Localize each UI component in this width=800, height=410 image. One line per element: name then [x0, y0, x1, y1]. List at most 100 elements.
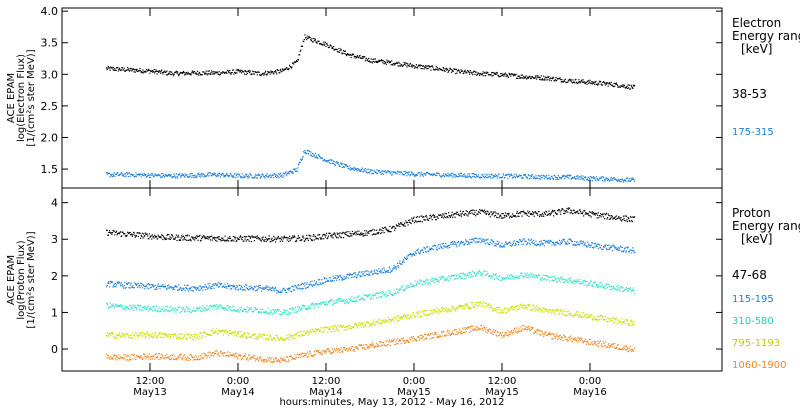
data-point — [532, 273, 534, 275]
data-point — [273, 290, 275, 292]
data-point — [513, 174, 515, 176]
data-point — [309, 37, 311, 39]
data-point — [347, 277, 349, 279]
data-point — [303, 41, 305, 43]
data-point — [422, 216, 424, 218]
data-point — [371, 234, 373, 236]
data-point — [631, 179, 633, 181]
data-point — [133, 174, 135, 176]
data-point — [422, 65, 424, 67]
data-point — [167, 335, 169, 337]
data-point — [283, 235, 285, 237]
data-point — [118, 281, 121, 283]
data-point — [501, 213, 503, 215]
data-point — [457, 176, 459, 178]
data-point — [242, 334, 244, 336]
data-point — [340, 300, 342, 302]
data-point — [346, 329, 348, 331]
data-point — [597, 214, 599, 216]
data-point — [264, 177, 266, 179]
data-point — [480, 242, 482, 244]
data-point — [209, 283, 211, 285]
data-point — [166, 333, 168, 336]
data-point — [602, 81, 604, 83]
data-point — [242, 289, 244, 291]
data-point — [136, 68, 138, 71]
data-point — [615, 218, 617, 221]
data-point — [391, 270, 393, 272]
data-point — [160, 72, 162, 74]
data-point — [573, 81, 575, 83]
data-point — [425, 251, 427, 253]
data-point — [614, 288, 616, 290]
data-point — [564, 240, 566, 242]
data-point — [489, 213, 491, 215]
data-point — [135, 175, 138, 177]
data-point — [125, 307, 127, 309]
data-point — [449, 243, 451, 245]
data-point — [167, 233, 169, 236]
data-point — [226, 305, 228, 307]
data-point — [387, 231, 389, 233]
data-point — [232, 305, 234, 307]
data-point — [534, 177, 536, 179]
data-point — [440, 246, 442, 248]
data-point — [120, 285, 122, 287]
data-point — [281, 70, 283, 72]
data-point — [222, 174, 224, 176]
data-point — [456, 275, 458, 277]
data-point — [487, 173, 489, 175]
data-point — [289, 336, 291, 338]
data-point — [465, 239, 467, 241]
data-point — [506, 277, 508, 279]
data-point — [294, 334, 297, 336]
data-point — [107, 234, 109, 236]
data-point — [475, 176, 477, 178]
data-point — [152, 174, 154, 177]
data-point — [546, 175, 548, 177]
data-point — [466, 211, 468, 213]
data-point — [369, 274, 371, 276]
data-point — [343, 166, 345, 168]
data-point — [131, 337, 133, 339]
data-point — [523, 76, 525, 78]
data-point — [458, 175, 460, 177]
data-point — [262, 238, 264, 240]
data-point — [175, 173, 177, 175]
data-point — [287, 338, 290, 341]
data-point — [395, 227, 397, 229]
data-point — [146, 308, 148, 311]
data-point — [277, 309, 279, 311]
data-point — [270, 309, 272, 312]
data-point — [548, 177, 551, 179]
data-point — [144, 235, 146, 237]
data-point — [143, 72, 145, 74]
data-point — [221, 174, 223, 176]
data-point — [625, 251, 627, 253]
data-point — [272, 71, 274, 73]
data-point — [513, 240, 515, 242]
data-point — [595, 244, 598, 246]
data-point — [366, 270, 368, 272]
data-point — [141, 332, 143, 334]
data-point — [479, 209, 481, 211]
data-point — [122, 286, 124, 288]
data-point — [435, 68, 437, 70]
data-point — [128, 304, 131, 307]
data-point — [112, 286, 114, 288]
data-point — [310, 39, 312, 41]
data-point — [280, 290, 282, 292]
data-point — [204, 238, 206, 240]
data-point — [231, 72, 233, 74]
data-point — [291, 334, 293, 336]
data-point — [163, 71, 165, 73]
data-point — [504, 243, 506, 246]
data-point — [176, 72, 178, 74]
data-point — [490, 174, 493, 176]
data-point — [378, 318, 380, 320]
data-point — [484, 270, 486, 272]
data-point — [202, 336, 204, 338]
data-point — [332, 275, 334, 277]
data-point — [494, 175, 496, 178]
data-point — [333, 162, 335, 165]
